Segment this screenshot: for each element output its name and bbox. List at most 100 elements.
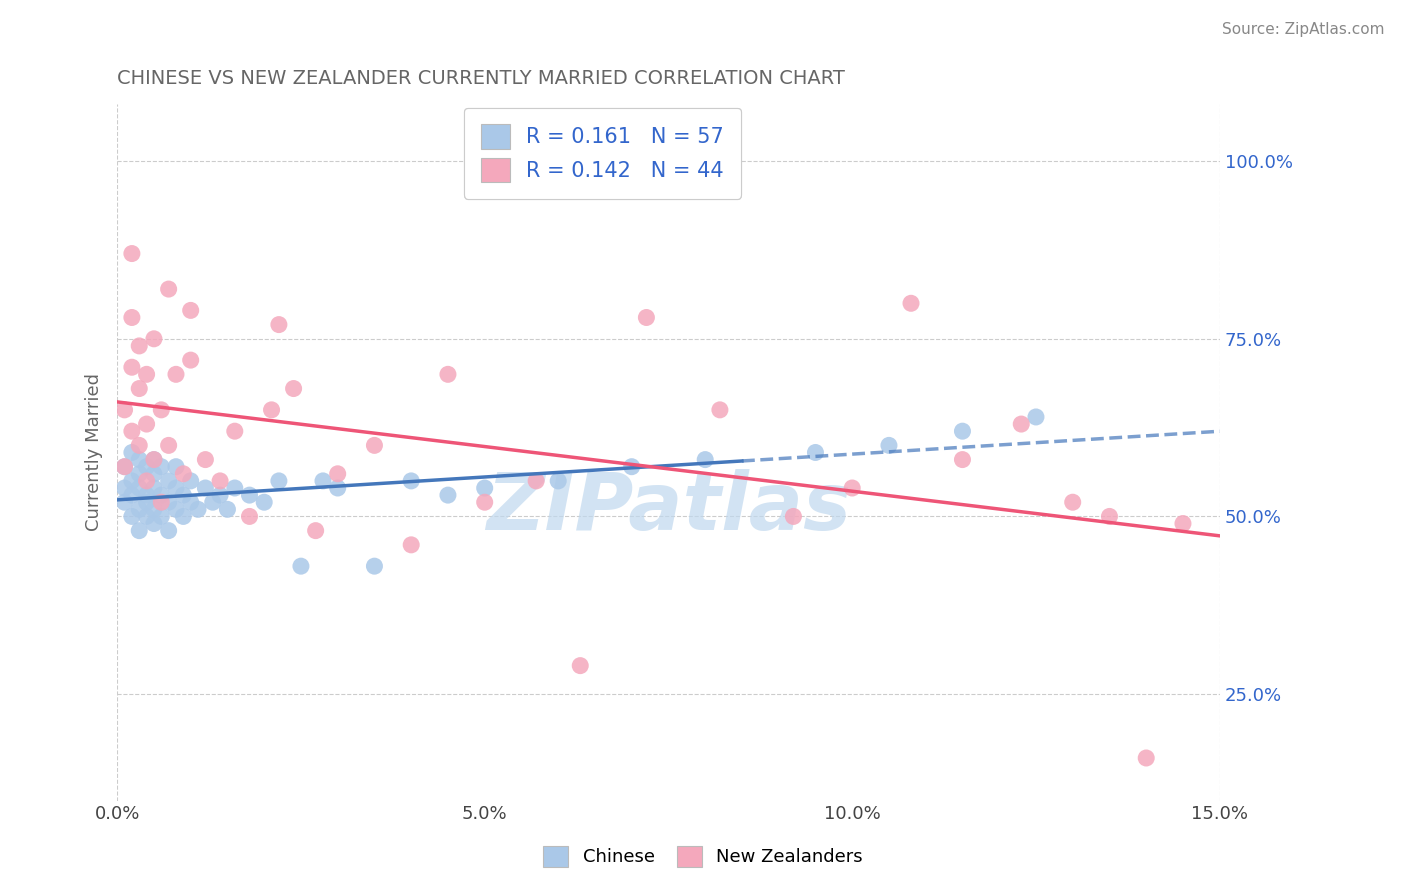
Point [114,459,136,474]
Point [253,495,276,509]
Point [128,467,150,481]
Point [312,474,335,488]
Point [128,452,150,467]
Legend: Chinese, New Zealanders: Chinese, New Zealanders [536,838,870,874]
Point [135,474,157,488]
Point [1098,509,1121,524]
Point [128,438,150,452]
Point [114,495,136,509]
Point [165,459,187,474]
Point [135,488,157,502]
Point [157,438,180,452]
Point [194,481,217,495]
Point [238,488,260,502]
Point [135,368,157,382]
Point [209,488,232,502]
Point [114,402,136,417]
Point [1062,495,1084,509]
Point [121,310,143,325]
Point [135,417,157,431]
Point [142,516,165,531]
Point [172,467,194,481]
Point [172,488,194,502]
Point [135,495,157,509]
Point [165,481,187,495]
Point [142,452,165,467]
Point [128,481,150,495]
Point [128,502,150,516]
Point [157,495,180,509]
Point [399,538,422,552]
Point [157,524,180,538]
Point [209,474,232,488]
Point [150,488,173,502]
Point [180,303,202,318]
Point [877,438,900,452]
Point [952,452,974,467]
Point [165,368,187,382]
Point [399,474,422,488]
Point [121,360,143,375]
Point [326,467,349,481]
Point [326,481,349,495]
Point [150,459,173,474]
Point [121,424,143,438]
Point [142,452,165,467]
Point [267,318,290,332]
Point [841,481,863,495]
Legend: R = 0.161   N = 57, R = 0.142   N = 44: R = 0.161 N = 57, R = 0.142 N = 44 [464,108,741,199]
Point [569,658,592,673]
Point [900,296,922,310]
Point [238,509,260,524]
Point [437,368,460,382]
Point [224,481,246,495]
Point [437,488,460,502]
Point [290,559,312,574]
Point [782,509,804,524]
Point [180,353,202,368]
Point [187,502,209,516]
Point [157,282,180,296]
Point [217,502,239,516]
Point [474,481,496,495]
Point [709,402,731,417]
Point [150,509,173,524]
Point [804,445,827,459]
Point [620,459,643,474]
Point [135,509,157,524]
Point [142,467,165,481]
Point [1171,516,1194,531]
Point [363,438,385,452]
Point [165,502,187,516]
Point [114,459,136,474]
Point [121,509,143,524]
Point [157,474,180,488]
Point [636,310,658,325]
Point [474,495,496,509]
Point [194,452,217,467]
Point [142,502,165,516]
Text: CHINESE VS NEW ZEALANDER CURRENTLY MARRIED CORRELATION CHART: CHINESE VS NEW ZEALANDER CURRENTLY MARRI… [117,69,845,87]
Point [128,524,150,538]
Point [1025,409,1047,424]
Point [172,509,194,524]
Point [1010,417,1032,431]
Point [128,339,150,353]
Point [150,402,173,417]
Text: ZIPatlas: ZIPatlas [486,469,851,547]
Point [260,402,283,417]
Point [283,382,305,396]
Point [121,474,143,488]
Point [224,424,246,438]
Point [695,452,717,467]
Y-axis label: Currently Married: Currently Married [86,374,103,532]
Text: Source: ZipAtlas.com: Source: ZipAtlas.com [1222,22,1385,37]
Point [547,474,569,488]
Point [121,488,143,502]
Point [201,495,224,509]
Point [142,332,165,346]
Point [150,495,173,509]
Point [1135,751,1157,765]
Point [363,559,385,574]
Point [180,474,202,488]
